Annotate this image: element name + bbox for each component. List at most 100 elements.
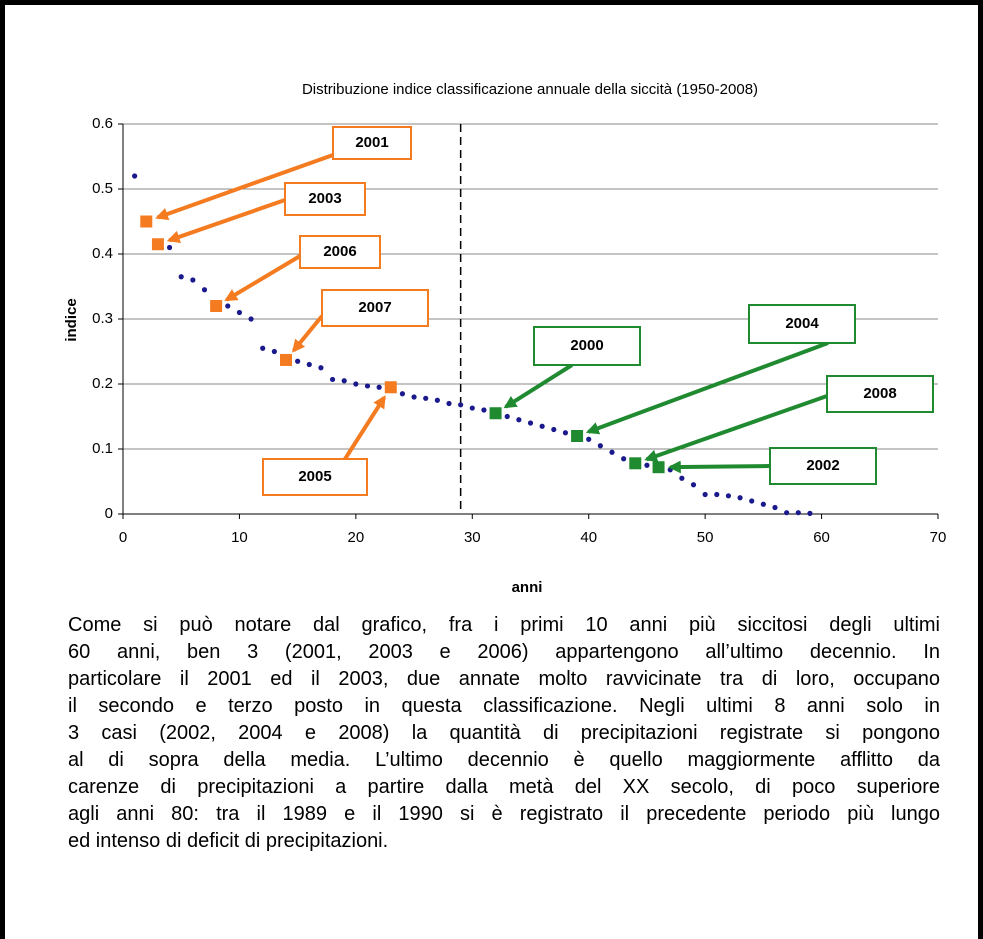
callout-arrow [291,314,324,353]
point [423,395,429,401]
point [749,498,755,504]
text-line: Come si può notare dal grafico, fra i pr… [68,614,940,636]
point [190,277,196,283]
point [280,353,292,366]
y-tick-label: 0.3 [92,310,113,327]
y-tick-label: 0.4 [92,245,113,262]
point [516,417,522,423]
point [434,397,440,403]
point [784,510,790,516]
x-tick-label: 70 [930,529,947,546]
point [481,407,487,413]
point [318,365,324,371]
point [690,482,697,488]
y-axis-label: indice [63,298,80,341]
x-tick-label: 60 [813,529,830,546]
callout-arrow [585,341,829,435]
x-tick-label: 30 [464,529,481,546]
callout-box [332,126,412,160]
point [364,383,371,389]
point [571,430,584,442]
point [399,391,406,397]
point [629,457,642,470]
x-tick-label: 0 [119,529,127,546]
callout-box [769,447,877,485]
point [760,501,766,507]
point [489,407,502,420]
point [807,510,813,516]
point [306,361,312,368]
point [539,423,545,429]
point [597,443,603,449]
point [201,287,208,293]
point [225,303,231,309]
point [271,348,277,355]
callout-box [299,235,381,269]
text-line: 3 casi (2002, 2004 e 2008) la quantità d… [68,722,940,744]
callout-arrow [343,395,387,461]
point [140,215,153,228]
chart: Distribuzione indice classificazione ann… [63,81,947,596]
callout-label: 2006 [323,243,356,260]
text-line: carenze di precipitazioni a partire dall… [68,776,940,798]
point [376,384,382,390]
point [551,426,557,433]
point [562,430,569,436]
point [737,495,743,501]
callout-box [284,182,366,216]
callout-label: 2003 [308,190,341,207]
callout-arrow [668,460,771,474]
point [353,381,359,387]
point [210,300,223,312]
callout-arrow [155,153,334,221]
point [795,510,801,516]
y-tick-label: 0.1 [92,440,113,457]
callout-arrow [644,394,828,462]
paragraph: Come si può notare dal grafico, fra i pr… [68,612,940,855]
chart-title: Distribuzione indice classificazione ann… [302,81,758,98]
point [621,456,627,462]
point [248,316,254,322]
point [411,394,417,400]
y-tick-label: 0 [105,505,113,522]
point [260,345,266,351]
x-tick-label: 10 [231,529,248,546]
text-line: particolare il 2001 ed il 2003, due anna… [68,668,940,690]
point [166,244,173,251]
point [586,436,592,442]
y-tick-label: 0.5 [92,180,113,197]
callout-label: 2005 [298,468,331,485]
callout-label: 2002 [806,457,839,474]
text-line: agli anni 80: tra il 1989 e il 1990 si è… [68,803,940,825]
text-line: ed intenso di deficit di precipitazioni. [68,830,389,852]
point [458,402,464,408]
callout-label: 2001 [355,134,388,151]
x-axis-label: anni [512,579,543,596]
callout-arrow [503,363,574,409]
callout-label: 2008 [863,385,896,402]
text-line: al di sopra della media. L’ultimo decenn… [68,749,940,771]
x-tick-label: 40 [580,529,597,546]
point [178,274,184,280]
point [527,420,534,426]
point [702,491,708,498]
callout-box [262,458,368,496]
text-line: 60 anni, ben 3 (2001, 2003 e 2006) appar… [68,641,940,663]
y-tick-label: 0.6 [92,115,113,132]
callout-label: 2007 [358,299,391,316]
point [679,475,685,481]
point [644,462,650,468]
callout-label: 2004 [785,315,819,332]
callout-box [826,375,934,413]
callout-arrow [166,198,286,243]
point [446,400,452,407]
point [652,461,665,474]
callout-label: 2000 [570,337,603,354]
y-tick-label: 0.2 [92,375,113,392]
point [609,449,615,455]
point [295,358,301,364]
x-tick-label: 50 [697,529,714,546]
point [725,493,732,499]
